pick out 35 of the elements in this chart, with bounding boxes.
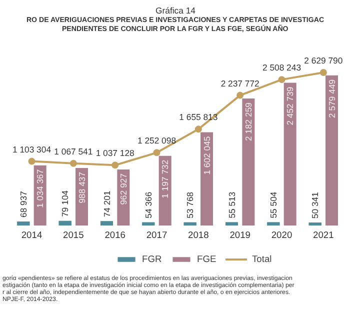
legend-label: Total [252, 254, 272, 264]
data-label: 68 937 [18, 190, 28, 218]
data-label: 2 237 772 [220, 78, 260, 88]
data-label: 1 103 304 [12, 144, 52, 154]
x-tick-label: 2018 [188, 230, 209, 240]
data-label: 74 201 [102, 190, 112, 218]
data-label: 79 104 [60, 190, 70, 217]
x-tick-label: 2019 [230, 230, 250, 240]
data-label: 2 508 243 [262, 62, 302, 73]
data-label: 1 252 098 [137, 136, 176, 146]
data-label: 1 034 367 [35, 169, 46, 208]
data-label: 50 341 [310, 192, 320, 219]
data-label: 988 437 [76, 172, 87, 204]
data-label: 2 579 449 [326, 79, 337, 118]
data-label: 54 366 [143, 192, 154, 218]
x-tick-label: 2021 [313, 230, 334, 240]
legend-label: FGR [142, 254, 162, 264]
data-label: 1 067 541 [54, 146, 93, 156]
data-label: 55 513 [226, 192, 237, 218]
data-label: 962 927 [118, 173, 128, 205]
legend-label: FGE [197, 254, 217, 264]
data-label: 1 037 128 [96, 148, 135, 158]
x-tick-label: 2020 [271, 230, 292, 240]
x-tick-label: 2014 [21, 230, 42, 240]
data-label: 2 629 790 [304, 56, 343, 66]
chart-title: Gráfica 14 [156, 6, 196, 16]
data-label: 2 452 739 [285, 86, 296, 126]
data-label: 1 602 045 [202, 136, 212, 175]
x-tick-label: 2017 [146, 230, 168, 240]
x-tick-label: 2015 [63, 230, 84, 240]
data-label: 1 197 732 [160, 160, 170, 198]
data-label: 2 182 259 [243, 102, 254, 142]
x-tick-label: 2016 [104, 230, 126, 240]
data-label: 55 504 [268, 192, 278, 218]
data-label: 53 768 [185, 192, 196, 218]
